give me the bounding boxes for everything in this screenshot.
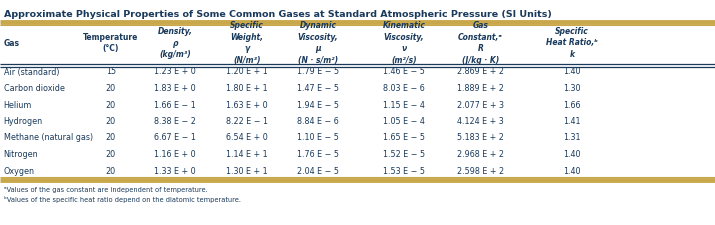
Text: 1.15 E − 4: 1.15 E − 4: [383, 101, 425, 110]
Text: 1.20 E + 1: 1.20 E + 1: [226, 68, 267, 76]
Text: Helium: Helium: [4, 101, 32, 110]
Text: 1.40: 1.40: [563, 150, 581, 159]
Text: 1.40: 1.40: [563, 68, 581, 76]
Text: Dynamic
Viscosity,
μ
(N · s/m²): Dynamic Viscosity, μ (N · s/m²): [298, 21, 338, 65]
Text: Approximate Physical Properties of Some Common Gases at Standard Atmospheric Pre: Approximate Physical Properties of Some …: [4, 10, 552, 19]
Text: 1.52 E − 5: 1.52 E − 5: [383, 150, 425, 159]
Text: 1.63 E + 0: 1.63 E + 0: [226, 101, 267, 110]
Text: Air (standard): Air (standard): [4, 68, 59, 76]
Text: Temperature
(°C): Temperature (°C): [83, 33, 139, 53]
Text: 15: 15: [106, 68, 116, 76]
Text: 1.889 E + 2: 1.889 E + 2: [457, 84, 504, 93]
Text: 8.38 E − 2: 8.38 E − 2: [154, 117, 196, 126]
Text: Methane (natural gas): Methane (natural gas): [4, 133, 93, 142]
Text: Gas
Constant,ᵃ
R
(J/kg · K): Gas Constant,ᵃ R (J/kg · K): [458, 21, 503, 65]
Text: 1.16 E + 0: 1.16 E + 0: [154, 150, 196, 159]
Text: 1.47 E − 5: 1.47 E − 5: [297, 84, 339, 93]
Text: 1.31: 1.31: [563, 133, 581, 142]
Text: Specific
Heat Ratio,ᵇ
k: Specific Heat Ratio,ᵇ k: [546, 27, 598, 59]
Text: 20: 20: [106, 133, 116, 142]
Text: 2.04 E − 5: 2.04 E − 5: [297, 166, 339, 176]
Text: Specific
Weight,
γ
(N/m³): Specific Weight, γ (N/m³): [230, 21, 264, 65]
Text: 2.968 E + 2: 2.968 E + 2: [457, 150, 504, 159]
Text: 1.30: 1.30: [563, 84, 581, 93]
Text: 6.67 E − 1: 6.67 E − 1: [154, 133, 196, 142]
Text: 6.54 E + 0: 6.54 E + 0: [226, 133, 267, 142]
Text: Nitrogen: Nitrogen: [4, 150, 38, 159]
Text: Density,
ρ
(kg/m³): Density, ρ (kg/m³): [158, 27, 192, 59]
Text: Oxygen: Oxygen: [4, 166, 34, 176]
Text: 1.53 E − 5: 1.53 E − 5: [383, 166, 425, 176]
Text: 1.33 E + 0: 1.33 E + 0: [154, 166, 196, 176]
Text: ᵇValues of the specific heat ratio depend on the diatomic temperature.: ᵇValues of the specific heat ratio depen…: [4, 196, 241, 203]
Text: 1.46 E − 5: 1.46 E − 5: [383, 68, 425, 76]
Text: Gas: Gas: [4, 38, 19, 47]
Text: 8.22 E − 1: 8.22 E − 1: [226, 117, 267, 126]
Text: 1.65 E − 5: 1.65 E − 5: [383, 133, 425, 142]
Text: 2.598 E + 2: 2.598 E + 2: [457, 166, 504, 176]
Text: ᵃValues of the gas constant are independent of temperature.: ᵃValues of the gas constant are independ…: [4, 187, 208, 193]
Text: Carbon dioxide: Carbon dioxide: [4, 84, 64, 93]
Text: 20: 20: [106, 101, 116, 110]
Text: 1.79 E − 5: 1.79 E − 5: [297, 68, 339, 76]
Text: 2.869 E + 2: 2.869 E + 2: [457, 68, 504, 76]
Text: 2.077 E + 3: 2.077 E + 3: [457, 101, 504, 110]
Text: 1.83 E + 0: 1.83 E + 0: [154, 84, 196, 93]
Text: 4.124 E + 3: 4.124 E + 3: [457, 117, 504, 126]
Text: 1.66: 1.66: [563, 101, 581, 110]
Text: 8.03 E − 6: 8.03 E − 6: [383, 84, 425, 93]
Text: 20: 20: [106, 150, 116, 159]
Text: 1.05 E − 4: 1.05 E − 4: [383, 117, 425, 126]
Text: 1.41: 1.41: [563, 117, 581, 126]
Text: 1.66 E − 1: 1.66 E − 1: [154, 101, 196, 110]
Text: Kinematic
Viscosity,
ν
(m²/s): Kinematic Viscosity, ν (m²/s): [383, 21, 425, 65]
Text: 1.76 E − 5: 1.76 E − 5: [297, 150, 339, 159]
Text: 1.94 E − 5: 1.94 E − 5: [297, 101, 339, 110]
Text: 20: 20: [106, 117, 116, 126]
Text: 1.23 E + 0: 1.23 E + 0: [154, 68, 196, 76]
Text: 1.80 E + 1: 1.80 E + 1: [226, 84, 267, 93]
Text: 1.30 E + 1: 1.30 E + 1: [226, 166, 267, 176]
Text: 1.14 E + 1: 1.14 E + 1: [226, 150, 267, 159]
Text: 5.183 E + 2: 5.183 E + 2: [457, 133, 504, 142]
Text: 1.10 E − 5: 1.10 E − 5: [297, 133, 339, 142]
Text: 1.40: 1.40: [563, 166, 581, 176]
Text: 20: 20: [106, 84, 116, 93]
Text: 8.84 E − 6: 8.84 E − 6: [297, 117, 339, 126]
Text: 20: 20: [106, 166, 116, 176]
Text: Hydrogen: Hydrogen: [4, 117, 43, 126]
